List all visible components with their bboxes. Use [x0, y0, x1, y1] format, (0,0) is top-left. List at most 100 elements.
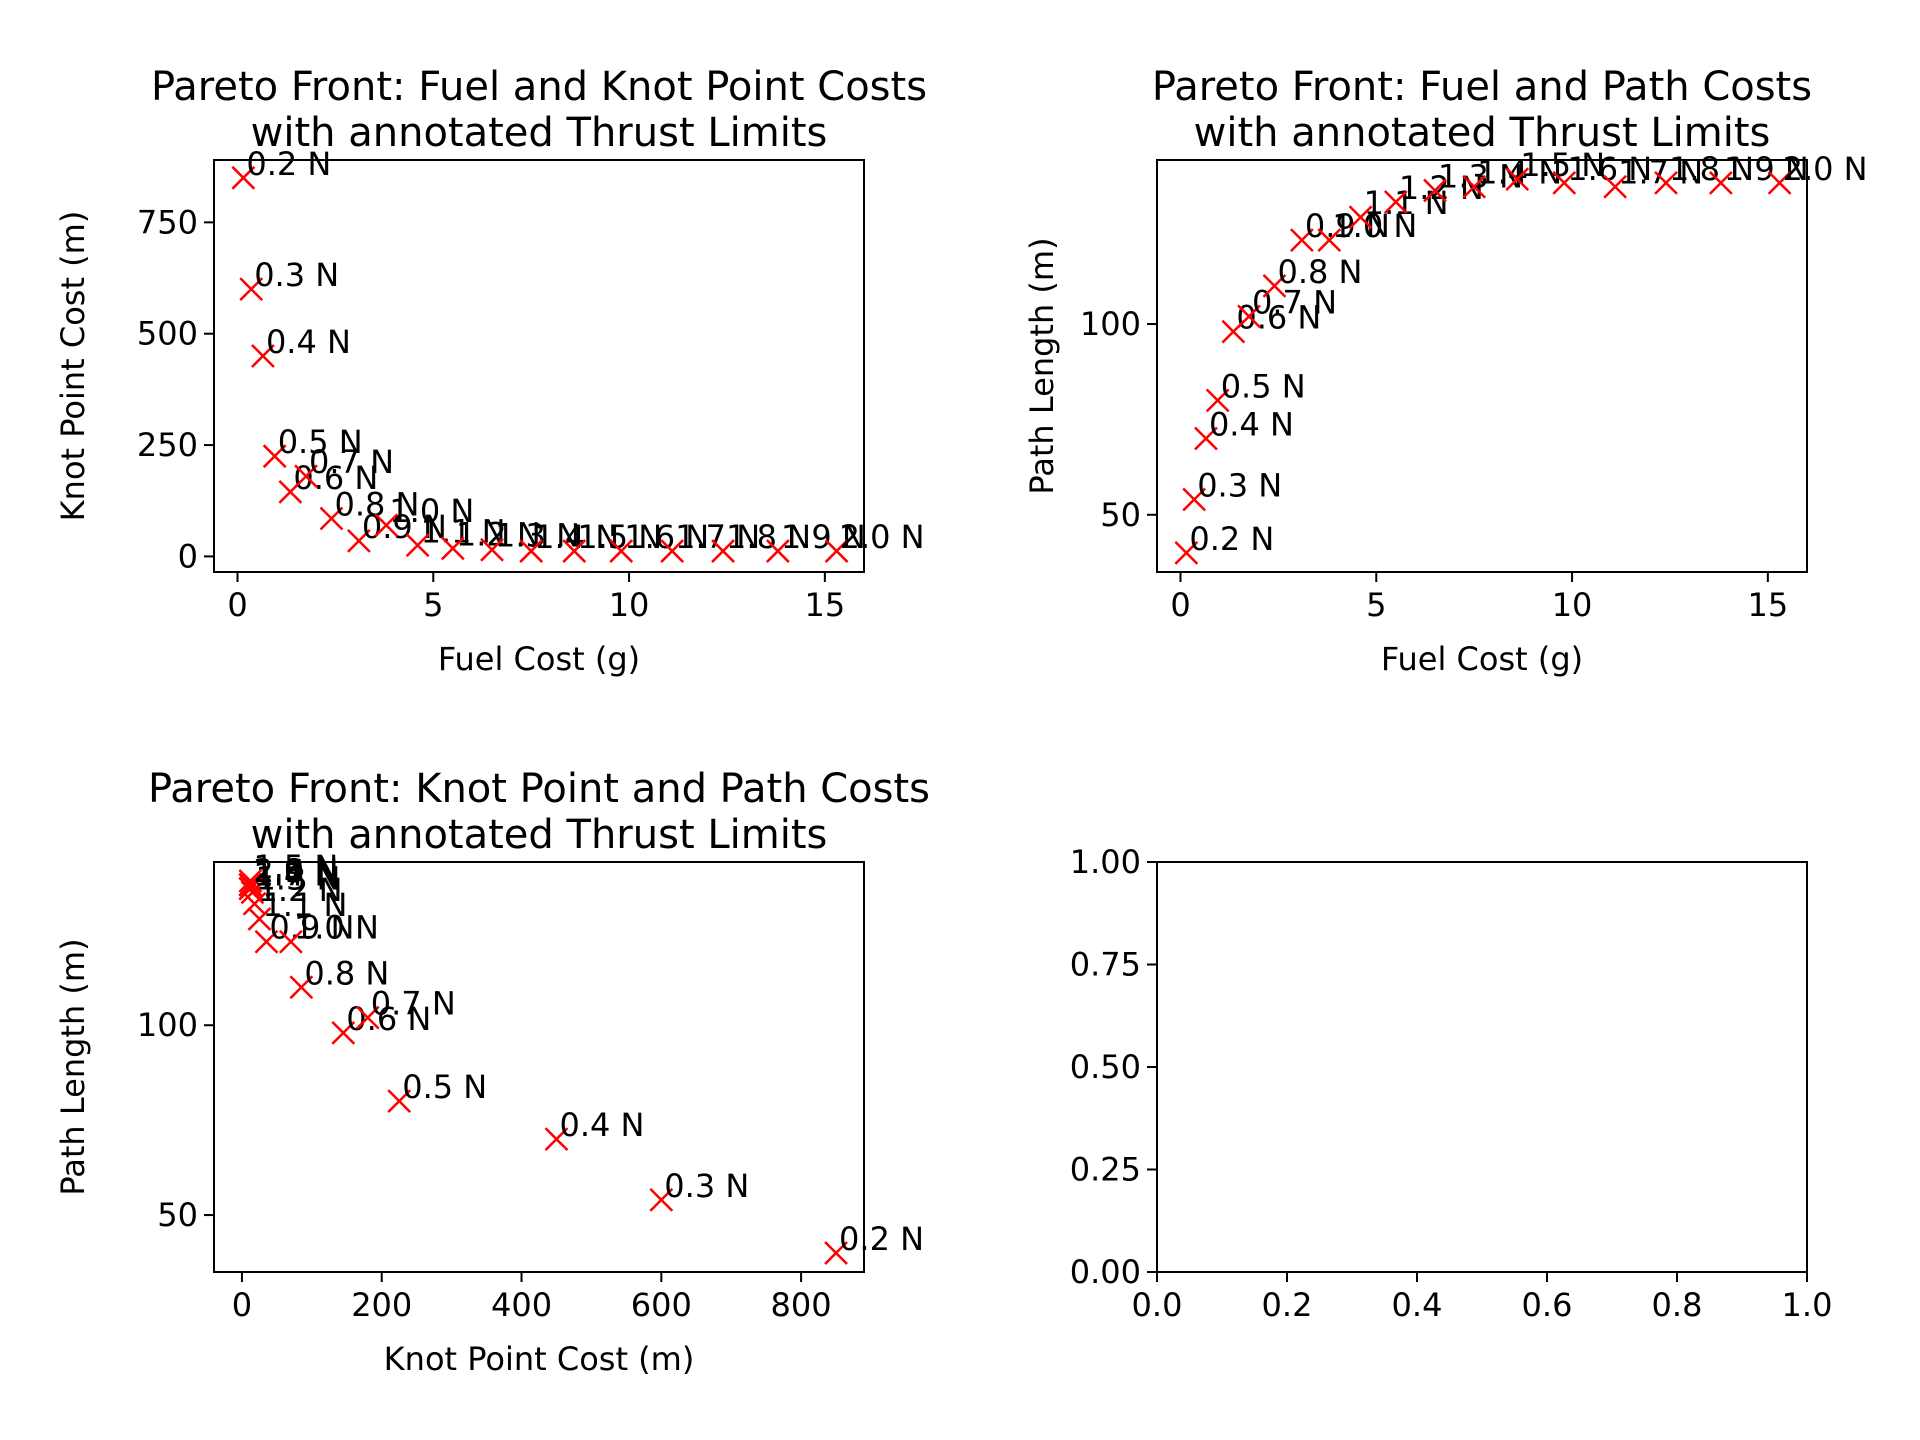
chart-title-line: Pareto Front: Fuel and Knot Point Costs — [151, 64, 927, 110]
data-point-marker — [238, 869, 263, 893]
data-point-marker — [1603, 174, 1628, 199]
marker-stroke — [278, 929, 303, 954]
x-tick-label: 0 — [1170, 586, 1190, 624]
y-tick-label: 0.75 — [1070, 946, 1141, 984]
data-point-marker — [1194, 426, 1218, 451]
marker-stroke — [765, 539, 790, 563]
data-point-marker — [649, 1187, 674, 1212]
x-tick-label: 10 — [609, 586, 650, 624]
marker-stroke — [254, 929, 279, 954]
marker-stroke — [289, 975, 314, 1000]
x-axis-label: Fuel Cost (g) — [1381, 640, 1583, 678]
y-tick-label: 0.25 — [1070, 1151, 1141, 1189]
x-tick-label: 400 — [491, 1286, 552, 1324]
data-point-marker — [1205, 388, 1230, 413]
x-tick-label: 0.6 — [1522, 1286, 1573, 1324]
thrust-limit-annotation: 0.9 N — [1305, 207, 1390, 245]
thrust-limit-annotation: 0.2 N — [246, 145, 331, 183]
data-point-marker — [247, 907, 272, 931]
data-point-marker — [262, 444, 287, 469]
thrust-limit-annotation: 1.7 N — [675, 518, 760, 556]
marker-stroke — [231, 165, 256, 190]
marker-stroke — [1423, 178, 1447, 203]
x-tick-label: 5 — [1366, 586, 1386, 624]
x-axis-label: Knot Point Cost (m) — [384, 1340, 695, 1378]
data-point-marker — [355, 1005, 380, 1030]
marker-stroke — [331, 1020, 356, 1045]
marker-stroke — [1262, 274, 1287, 298]
marker-stroke — [1505, 167, 1530, 191]
x-tick-label: 10 — [1552, 586, 1593, 624]
marker-stroke — [239, 277, 264, 302]
x-tick-label: 5 — [423, 586, 443, 624]
thrust-limit-annotation: 0.8 N — [304, 954, 389, 992]
x-tick-label: 0.4 — [1392, 1286, 1443, 1324]
data-point-marker — [1423, 178, 1447, 203]
marker-stroke — [824, 1241, 848, 1265]
thrust-limit-annotation: 0.3 N — [254, 256, 339, 294]
data-point-marker — [331, 1020, 356, 1045]
x-tick-label: 800 — [771, 1286, 832, 1324]
data-point-marker — [374, 513, 399, 538]
marker-stroke — [1174, 541, 1199, 565]
data-point-marker — [562, 539, 587, 563]
y-tick-label: 250 — [137, 426, 198, 464]
marker-stroke — [251, 344, 275, 368]
thrust-limit-annotation: 1.3 N — [255, 859, 340, 897]
data-point-marker — [346, 528, 371, 553]
marker-stroke — [609, 539, 634, 563]
thrust-limit-annotation: 0.8 N — [1277, 253, 1362, 291]
marker-stroke — [1767, 171, 1792, 195]
data-point-marker — [251, 344, 275, 368]
thrust-limit-annotation: 1.5 N — [253, 848, 338, 886]
data-point-marker — [1767, 171, 1792, 195]
thrust-limit-annotation: 1.7 N — [253, 856, 338, 894]
thrust-limit-annotation: 0.7 N — [1252, 283, 1337, 321]
data-point-marker — [1289, 228, 1314, 252]
data-point-marker — [405, 533, 430, 558]
marker-stroke — [262, 444, 287, 469]
data-point-marker — [1262, 274, 1287, 298]
data-point-marker — [1383, 190, 1408, 214]
thrust-limit-annotation: 2.0 N — [1783, 150, 1868, 188]
marker-stroke — [562, 539, 587, 563]
data-point-marker — [239, 277, 264, 302]
data-point-marker — [231, 165, 256, 190]
marker-stroke — [1194, 426, 1218, 451]
thrust-limit-annotation: 1.0 N — [1332, 207, 1417, 245]
data-point-marker — [711, 539, 735, 563]
marker-stroke — [355, 1005, 380, 1030]
data-point-marker — [1317, 228, 1342, 252]
y-axis-label: Knot Point Cost (m) — [54, 211, 92, 522]
x-tick-label: 15 — [1747, 586, 1788, 624]
data-point-marker — [254, 929, 279, 954]
subplot-3: Pareto Front: Knot Point and Path Costsw… — [54, 766, 930, 1378]
thrust-limit-annotation: 2.0 N — [840, 518, 925, 556]
marker-stroke — [374, 513, 399, 538]
thrust-limit-annotation: 1.4 N — [253, 856, 338, 894]
data-point-marker — [238, 872, 263, 897]
marker-stroke — [480, 537, 504, 562]
chart-title-line: Pareto Front: Knot Point and Path Costs — [148, 766, 930, 812]
marker-stroke — [1182, 487, 1207, 512]
thrust-limit-annotation: 1.8 N — [1669, 150, 1754, 188]
data-point-marker — [1237, 304, 1261, 329]
data-point-marker — [1505, 167, 1530, 191]
data-point-marker — [480, 537, 504, 562]
marker-stroke — [544, 1127, 569, 1152]
marker-stroke — [346, 528, 371, 553]
data-point-marker — [238, 876, 263, 901]
marker-stroke — [242, 891, 267, 916]
marker-stroke — [1317, 228, 1342, 252]
y-tick-label: 50 — [1100, 496, 1141, 534]
marker-stroke — [405, 533, 430, 558]
axes-frame — [1156, 159, 1808, 573]
chart-title-line: with annotated Thrust Limits — [251, 110, 828, 156]
marker-stroke — [247, 907, 272, 931]
data-point-marker — [289, 975, 314, 1000]
y-tick-label: 750 — [137, 203, 198, 241]
marker-stroke — [1654, 171, 1678, 195]
data-point-marker — [1462, 174, 1487, 199]
y-tick-label: 0.50 — [1070, 1048, 1141, 1086]
